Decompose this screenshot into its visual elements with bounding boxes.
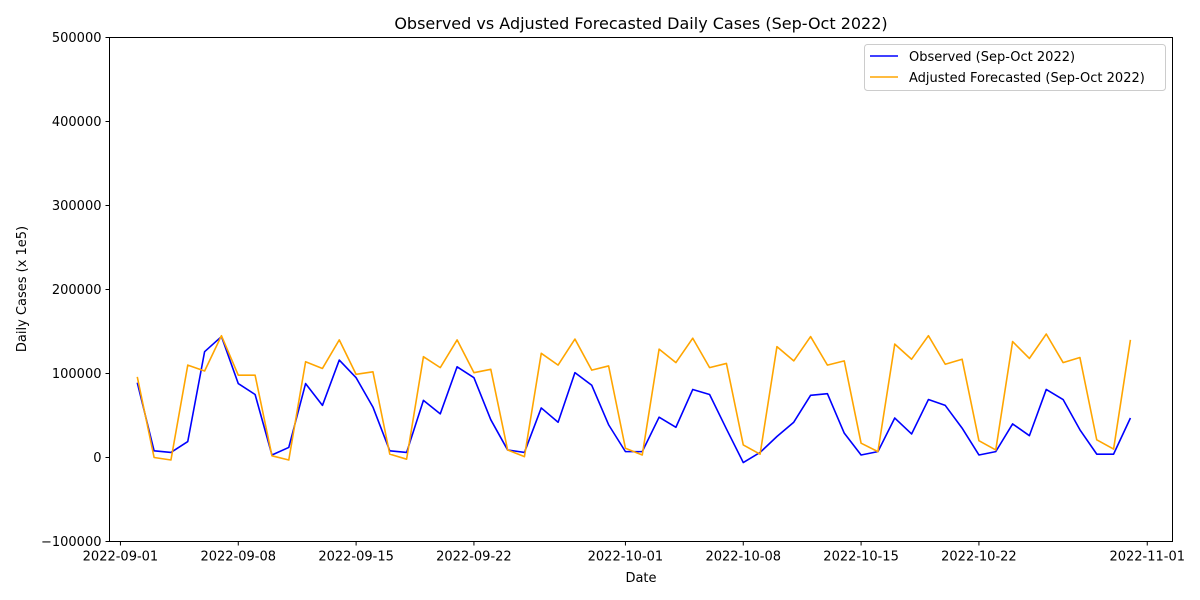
legend: Observed (Sep-Oct 2022) Adjusted Forecas… [864, 44, 1166, 91]
y-tick-label: −100000 [41, 535, 102, 550]
y-tick-label: 200000 [52, 283, 102, 298]
x-tick-label: 2022-10-08 [705, 550, 781, 565]
x-tick-label: 2022-09-15 [318, 550, 394, 565]
x-tick-label: 2022-09-01 [83, 550, 159, 565]
x-axis: 2022-09-01 2022-09-08 2022-09-15 2022-09-22… [83, 541, 1185, 565]
x-tick-label: 2022-10-15 [823, 550, 899, 565]
legend-label-observed: Observed (Sep-Oct 2022) [909, 50, 1075, 65]
x-axis-title: Date [625, 571, 656, 586]
x-tick-label: 2022-09-22 [436, 550, 512, 565]
plot-series [136, 333, 1132, 464]
x-tick-label: 2022-09-08 [200, 550, 276, 565]
x-tick-label: 2022-11-01 [1109, 550, 1185, 565]
y-tick-label: 0 [93, 451, 101, 466]
chart-title: Observed vs Adjusted Forecasted Daily Ca… [394, 14, 887, 33]
y-axis: −100000 0 100000 200000 300000 400000 500000 [41, 31, 110, 550]
y-tick-label: 400000 [52, 115, 102, 130]
x-tick-label: 2022-10-01 [588, 550, 664, 565]
legend-label-forecast: Adjusted Forecasted (Sep-Oct 2022) [909, 71, 1145, 86]
series-line-1 [136, 333, 1132, 461]
legend-box [864, 44, 1166, 91]
x-tick-label: 2022-10-22 [941, 550, 1017, 565]
y-tick-label: 300000 [52, 199, 102, 214]
y-axis-title: Daily Cases (x 1e5) [15, 226, 30, 352]
y-tick-label: 100000 [52, 367, 102, 382]
y-tick-label: 500000 [52, 31, 102, 46]
